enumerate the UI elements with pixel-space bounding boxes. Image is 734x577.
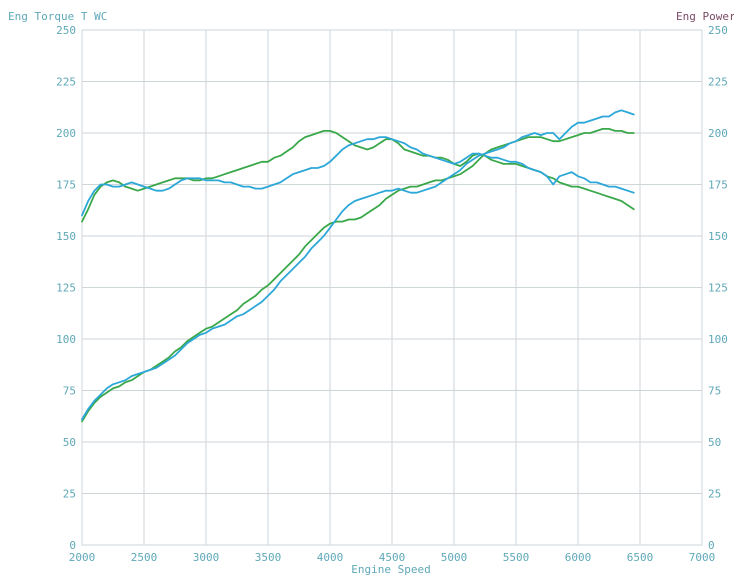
x-tick-label: 4000 [317, 551, 344, 564]
y-tick-label-left: 250 [56, 24, 76, 37]
y-tick-label-left: 225 [56, 76, 76, 89]
x-axis-label: Engine Speed [351, 563, 430, 576]
grid [81, 29, 703, 546]
left-axis-label: Eng Torque T WC [8, 10, 107, 23]
y-tick-label-left: 50 [63, 436, 76, 449]
x-tick-label: 2500 [131, 551, 158, 564]
right-axis-label: Eng Power [676, 10, 734, 23]
series-line-2 [81, 136, 635, 217]
y-tick-label-left: 75 [63, 385, 76, 398]
x-tick-label: 6500 [627, 551, 654, 564]
y-tick-label-right: 175 [708, 179, 728, 192]
y-tick-label-right: 100 [708, 333, 728, 346]
y-tick-label-right: 25 [708, 488, 721, 501]
series-line-1 [81, 129, 635, 223]
x-tick-label: 3500 [255, 551, 282, 564]
y-tick-label-right: 125 [708, 282, 728, 295]
x-tick-label: 5500 [503, 551, 530, 564]
x-tick-label: 3000 [193, 551, 220, 564]
y-tick-label-right: 200 [708, 127, 728, 140]
y-tick-label-right: 75 [708, 385, 721, 398]
y-tick-label-right: 250 [708, 24, 728, 37]
y-tick-label-left: 100 [56, 333, 76, 346]
y-tick-label-left: 175 [56, 179, 76, 192]
x-tick-label: 6000 [565, 551, 592, 564]
series-line-3 [81, 127, 635, 423]
y-tick-label-left: 25 [63, 488, 76, 501]
y-tick-label-right: 50 [708, 436, 721, 449]
series-lines [81, 109, 635, 423]
x-tick-label: 2000 [69, 551, 96, 564]
y-tick-label-right: 150 [708, 230, 728, 243]
y-tick-label-left: 150 [56, 230, 76, 243]
y-tick-label-left: 125 [56, 282, 76, 295]
x-tick-label: 4500 [379, 551, 406, 564]
tick-labels: 2000 2500 3000 3500 4000 4500 5000 5500 6000 6500… [56, 24, 728, 564]
y-tick-label-left: 0 [69, 539, 76, 552]
x-tick-label: 7000 [689, 551, 716, 564]
y-tick-label-right: 0 [708, 539, 715, 552]
y-tick-label-right: 225 [708, 76, 728, 89]
series-line-4 [81, 109, 635, 421]
x-tick-label: 5000 [441, 551, 468, 564]
y-tick-label-left: 200 [56, 127, 76, 140]
